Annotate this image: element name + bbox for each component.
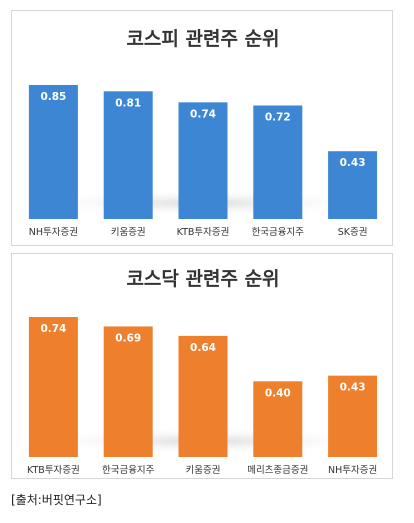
kospi-bar-1 <box>28 85 78 219</box>
kosdaq-value-label-2: 0.69 <box>115 332 141 344</box>
kosdaq-category-label-3: 키움증권 <box>186 464 221 476</box>
kosdaq-bar-2 <box>103 326 153 457</box>
kosdaq-chart-panel: 코스닥 관련주 순위 0.74 KTB투자증권 0.69 한국금융지주 0.64 키움증권 0… <box>11 253 393 479</box>
kospi-chart-panel: 코스피 관련주 순위 0.85 NH투자증권 0.81 키움증권 0.74 KTB투자증권 0… <box>11 10 393 246</box>
kospi-category-label-1: NH투자증권 <box>29 226 78 238</box>
kosdaq-category-label-2: 한국금융지주 <box>102 465 155 476</box>
kosdaq-category-label-4: 메리츠종금증권 <box>247 464 308 476</box>
kospi-chart-title: 코스피 관련주 순위 <box>126 28 279 50</box>
kospi-category-label-4: 한국금융지주 <box>252 227 305 238</box>
kosdaq-bar-4 <box>253 381 303 457</box>
kosdaq-bar-5 <box>328 375 378 457</box>
kospi-bar-3 <box>178 102 228 219</box>
kospi-value-label-3: 0.74 <box>190 108 216 120</box>
kospi-value-label-5: 0.43 <box>340 157 366 169</box>
kospi-bar-2 <box>103 91 153 219</box>
kospi-category-label-2: 키움증권 <box>111 226 146 238</box>
kosdaq-value-label-1: 0.74 <box>40 323 66 335</box>
kosdaq-chart-title: 코스닥 관련주 순위 <box>126 268 279 290</box>
kospi-bar-4 <box>253 105 303 219</box>
kospi-bar-5 <box>328 151 378 219</box>
source-caption: [출처:버핏연구소] <box>11 493 102 507</box>
kospi-chart: 코스피 관련주 순위 0.85 NH투자증권 0.81 키움증권 0.74 KTB투자증권 0… <box>18 28 388 238</box>
kospi-value-label-4: 0.72 <box>265 111 291 123</box>
kosdaq-bar-3 <box>178 335 228 457</box>
kosdaq-chart: 코스닥 관련주 순위 0.74 KTB투자증권 0.69 한국금융지주 0.64 키움증권 0… <box>18 268 388 476</box>
kosdaq-bar-1 <box>28 317 78 457</box>
kospi-value-label-2: 0.81 <box>115 97 141 109</box>
kosdaq-value-label-3: 0.64 <box>190 342 216 354</box>
kosdaq-value-label-4: 0.40 <box>265 387 291 399</box>
kospi-category-label-3: KTB투자증권 <box>177 226 230 238</box>
kosdaq-category-label-1: KTB투자증권 <box>27 464 80 476</box>
kospi-category-label-5: SK증권 <box>338 226 368 238</box>
kospi-value-label-1: 0.85 <box>40 91 66 103</box>
kosdaq-value-label-5: 0.43 <box>340 382 366 394</box>
kosdaq-category-label-5: NH투자증권 <box>328 464 377 476</box>
